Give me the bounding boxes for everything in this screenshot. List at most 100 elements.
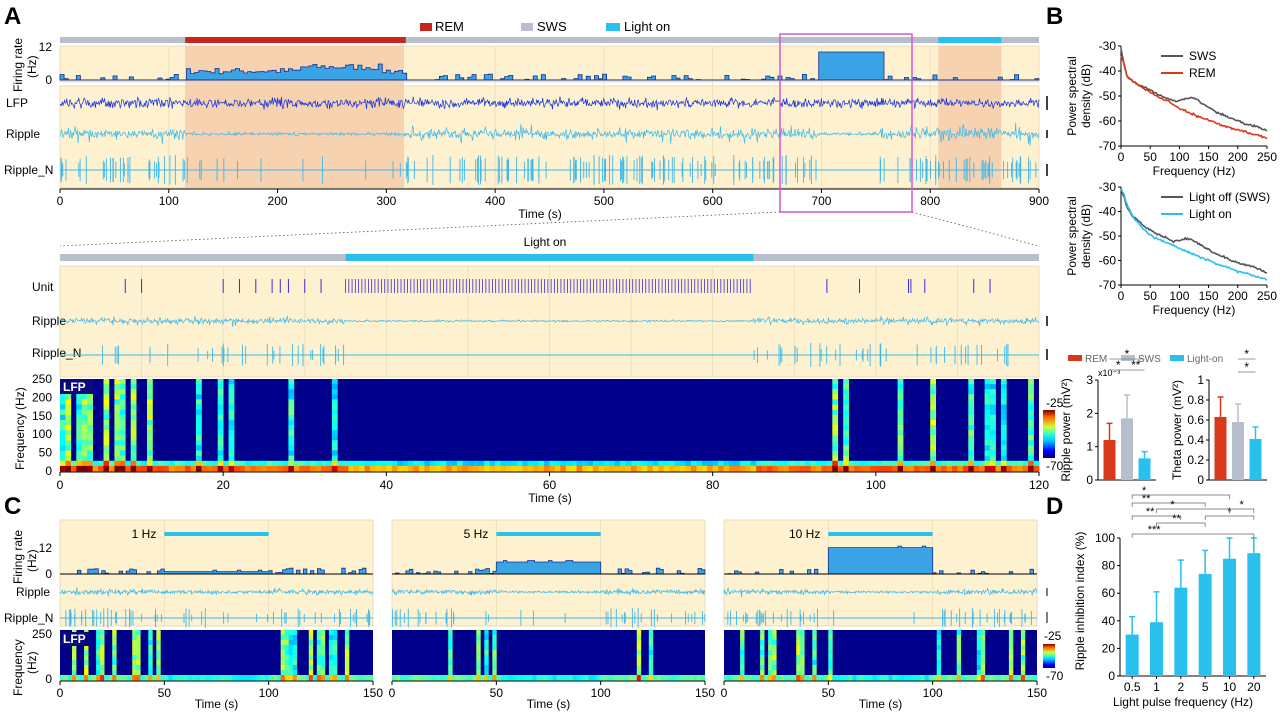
spectrogram-cell [968,445,975,451]
c-spectrogram-cell [332,630,338,636]
spectrogram-cell [288,414,295,421]
c-spectrogram-cell [288,640,294,646]
colorbar-max: -25 [1046,396,1064,410]
spectrogram-cell [511,460,518,467]
c-spectrogram-cell [784,675,789,681]
c-spectrogram-cell [812,670,817,676]
spectrogram-cell [462,465,469,472]
spectrogram-cell [1028,419,1034,426]
spectrogram-cell [196,414,202,421]
bar [1247,553,1261,676]
bar-legend-rem-swatch [1068,355,1082,361]
c-spectrogram-cell [316,650,322,656]
spectrogram-cell [348,460,355,467]
spectrogram-cell [190,465,197,472]
spectrogram-cell [174,460,180,467]
c-spectrogram-cell [316,655,322,661]
spectrogram-cell [81,404,88,411]
spectrogram-cell [821,465,828,472]
c-spectrogram-cell [796,660,801,666]
spectrogram-cell [103,409,110,416]
spectrogram-cell [147,425,153,431]
c-spectrogram-cell [292,655,298,661]
spectrogram-cell [114,404,121,411]
c-spectrogram-cell [176,675,181,681]
c-spectrogram-cell [332,665,338,671]
c-spectrogram-cell [292,650,298,656]
c-spectrogram-cell [96,630,101,636]
spectrogram-cell [87,455,93,462]
spectrogram-cell [147,409,153,416]
c-spectrogram-cell [636,670,642,676]
spectrogram-cell [119,419,126,426]
c-spectrogram-cell [361,675,366,681]
spectrogram-cell [946,460,953,467]
spectrogram-cell [990,445,996,451]
spectrogram-cell [723,465,730,472]
c-spectrogram-cell [780,675,785,681]
spectrogram-cell [65,399,72,405]
c-spectrogram-cell [860,675,865,681]
c-spectrogram-cell [636,645,642,651]
x-tick-label: 0 [57,194,64,208]
spectrogram-cell [707,460,713,467]
spectrogram-cell [103,389,110,395]
c-spectrogram-cell [1000,675,1006,681]
c-spectrogram-cell [736,675,741,681]
spectrogram-cell [473,465,480,472]
c-spectrogram-cell [976,660,982,666]
c-spectrogram-cell [648,630,654,636]
spectrogram-cell [930,399,936,405]
c-spectrogram-cell [492,675,497,681]
c-spectrogram-cell [848,675,853,681]
spectrogram-cell [87,440,93,446]
spectrogram-cell [337,465,344,472]
spectrogram-cell [843,425,849,431]
c-spectrogram-cell [976,655,982,661]
spectrogram-cell [288,419,295,426]
spectrogram-cell [680,465,686,472]
c-lfp-tag: LFP [63,632,86,646]
x-tick-label: 400 [485,194,505,208]
c-spectrogram-cell [112,670,117,676]
c-spectrogram-cell [100,650,105,656]
spectrogram-cell [875,465,882,472]
c-spectrogram-cell [96,655,101,661]
c-spectrogram-cell [324,675,330,681]
spectrogram-cell [152,460,159,467]
c-spectrogram-cell [740,645,745,651]
spectrogram-cell [304,460,311,467]
c-spectrogram-cell [936,645,942,651]
x-tick-label: 250 [1257,150,1277,164]
c-spectrogram-cell [912,675,917,681]
spectrogram-cell [984,430,991,436]
c-spectrogram-cell [508,675,513,681]
c-spectrogram-cell [476,655,481,661]
spectrogram-cell [832,414,839,421]
c-spectrogram-cell [316,675,322,681]
spectrogram-cell [1000,460,1007,467]
spectrogram-cell [397,465,403,472]
c-spectrogram-cell [316,670,322,676]
x-tick-label: 200 [268,194,288,208]
spectrogram-cell [712,465,719,472]
x-tick-label: 200 [1228,150,1248,164]
spectrogram-cell [76,440,83,446]
spectrogram-cell [299,465,306,472]
c-spectrogram-cell [832,675,837,681]
c-spectrogram-cell [976,675,982,681]
spectrogram-cell [897,465,904,472]
spectrogram-cell [288,455,295,462]
c-spectrogram-cell [856,675,861,681]
c-spectrogram-cell [592,675,597,681]
c-spectrogram-cell [868,675,873,681]
legend-rem-swatch [420,23,432,31]
significance-star: * [1170,499,1175,511]
spectrogram-cell [968,465,975,472]
c-spectrogram-cell [280,640,286,646]
c-spectrogram-cell [976,670,982,676]
c-spectrogram-cell [796,650,801,656]
